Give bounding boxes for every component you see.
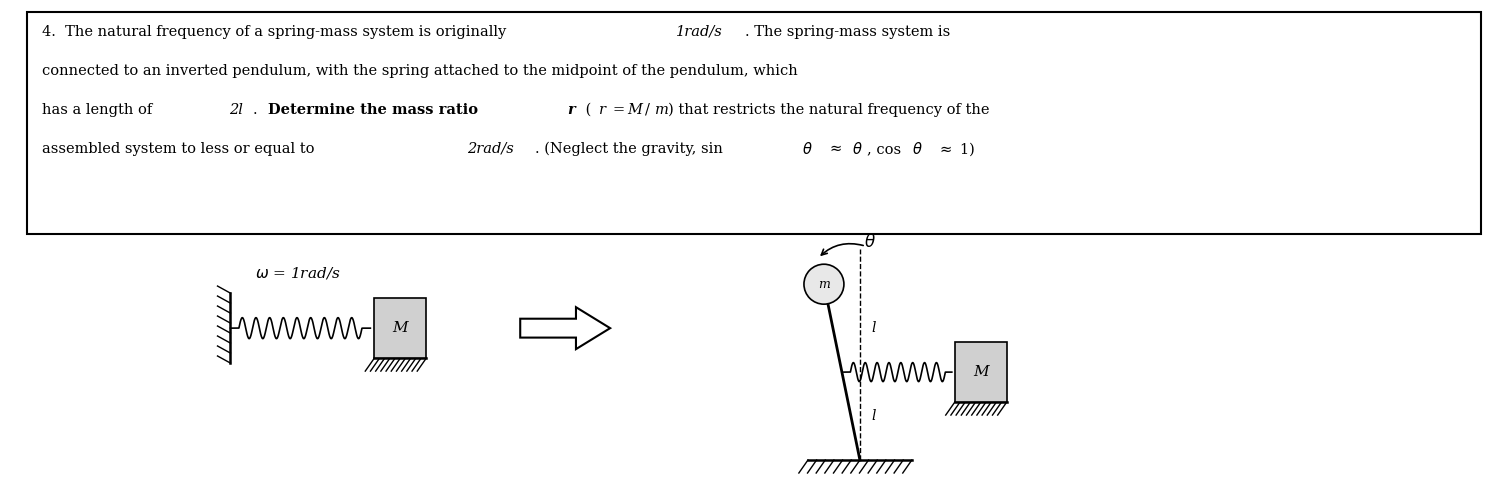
Text: has a length of: has a length of xyxy=(42,103,157,117)
Text: M: M xyxy=(392,321,409,335)
Bar xyxy=(27,12,1481,234)
Text: m: m xyxy=(817,278,829,291)
Text: ) that restricts the natural frequency of the: ) that restricts the natural frequency o… xyxy=(668,102,989,117)
Text: assembled system to less or equal to: assembled system to less or equal to xyxy=(42,142,320,156)
Text: l: l xyxy=(872,409,876,423)
Text: $\theta$: $\theta$ xyxy=(802,141,813,157)
Text: .: . xyxy=(253,103,262,117)
Text: $\omega$ = 1rad/s: $\omega$ = 1rad/s xyxy=(255,265,341,281)
Text: (: ( xyxy=(581,103,591,117)
Text: l: l xyxy=(872,321,876,335)
Text: M: M xyxy=(973,365,989,379)
Text: 1rad/s: 1rad/s xyxy=(676,25,722,39)
Text: connected to an inverted pendulum, with the spring attached to the midpoint of t: connected to an inverted pendulum, with … xyxy=(42,64,798,78)
Text: 2l: 2l xyxy=(229,103,243,117)
Text: , cos: , cos xyxy=(867,142,902,156)
Text: 4.  The natural frequency of a spring-mass system is originally: 4. The natural frequency of a spring-mas… xyxy=(42,25,511,39)
Text: /: / xyxy=(645,103,650,117)
Text: $\theta$: $\theta$ xyxy=(912,141,923,157)
Text: . The spring-mass system is: . The spring-mass system is xyxy=(745,25,950,39)
Circle shape xyxy=(804,264,844,304)
Text: M: M xyxy=(627,103,642,117)
Text: $\theta$: $\theta$ xyxy=(852,141,863,157)
Text: r: r xyxy=(567,103,575,117)
Bar xyxy=(955,342,1007,402)
Text: . (Neglect the gravity, sin: . (Neglect the gravity, sin xyxy=(535,142,724,156)
Text: Determine the mass ratio: Determine the mass ratio xyxy=(268,103,484,117)
Text: 2rad/s: 2rad/s xyxy=(467,142,514,156)
Text: $\approx$ 1): $\approx$ 1) xyxy=(932,140,976,158)
Text: =: = xyxy=(612,103,624,117)
Text: $\approx$: $\approx$ xyxy=(822,142,846,156)
Bar xyxy=(374,298,427,358)
FancyArrow shape xyxy=(520,307,611,349)
Text: $\theta$: $\theta$ xyxy=(864,233,876,251)
Text: r: r xyxy=(599,103,606,117)
Text: m: m xyxy=(654,103,668,117)
